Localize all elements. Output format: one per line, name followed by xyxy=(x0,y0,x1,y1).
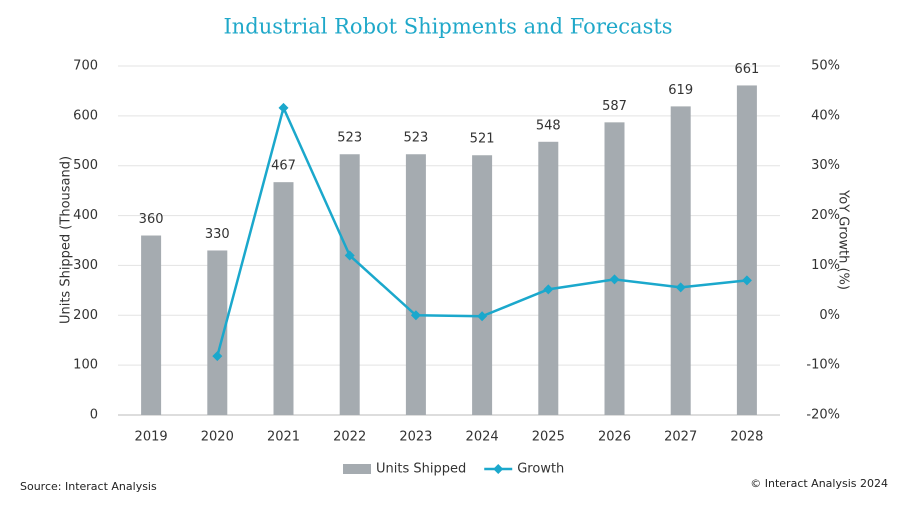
y-tick-label: 200 xyxy=(73,308,98,323)
bar xyxy=(141,235,162,415)
x-tick-label: 2028 xyxy=(730,430,763,445)
x-tick-label: 2020 xyxy=(201,430,234,445)
y-tick-label: 100 xyxy=(73,358,98,373)
bar xyxy=(670,106,691,416)
data-label: 521 xyxy=(470,132,495,147)
bar xyxy=(472,155,493,415)
bar xyxy=(339,154,360,416)
data-label: 619 xyxy=(668,83,693,98)
marker xyxy=(741,275,752,286)
legend-label: Growth xyxy=(517,462,564,477)
x-tick-label: 2026 xyxy=(598,430,631,445)
marker xyxy=(410,310,421,321)
x-tick-label: 2023 xyxy=(399,430,432,445)
y2-tick-label: 10% xyxy=(811,258,840,273)
data-label: 587 xyxy=(602,99,627,114)
y2-tick-label: -10% xyxy=(806,358,840,373)
marker xyxy=(543,284,554,295)
marker xyxy=(609,274,620,285)
data-label: 661 xyxy=(734,62,759,77)
y2-tick-label: -20% xyxy=(806,408,840,423)
marker xyxy=(675,282,686,293)
data-label: 360 xyxy=(139,212,164,227)
y2-tick-label: 0% xyxy=(819,308,840,323)
marker xyxy=(212,351,223,362)
data-label: 330 xyxy=(205,227,230,242)
data-label: 523 xyxy=(337,131,362,146)
x-tick-label: 2027 xyxy=(664,430,697,445)
bar xyxy=(736,85,757,416)
bar xyxy=(273,182,294,415)
x-tick-label: 2025 xyxy=(532,430,565,445)
y-tick-label: 600 xyxy=(73,108,98,123)
y2-axis-label: YoY Growth (%) xyxy=(836,189,851,290)
x-tick-label: 2022 xyxy=(333,430,366,445)
data-label: 548 xyxy=(536,118,561,133)
copyright: © Interact Analysis 2024 xyxy=(750,477,888,490)
x-tick-label: 2019 xyxy=(135,430,168,445)
x-tick-label: 2021 xyxy=(267,430,300,445)
y2-tick-label: 50% xyxy=(811,59,840,74)
y-tick-label: 300 xyxy=(73,258,98,273)
data-label: 467 xyxy=(271,159,296,174)
y-tick-label: 0 xyxy=(90,408,98,423)
x-tick-label: 2024 xyxy=(466,430,499,445)
marker xyxy=(344,250,355,261)
y-tick-label: 500 xyxy=(73,158,98,173)
marker xyxy=(278,102,289,113)
legend-label: Units Shipped xyxy=(376,462,466,477)
y-tick-label: 700 xyxy=(73,59,98,74)
source: Source: Interact Analysis xyxy=(20,480,157,493)
bar xyxy=(207,250,228,415)
y2-tick-label: 20% xyxy=(811,208,840,223)
y2-tick-label: 40% xyxy=(811,108,840,123)
chart-title: Industrial Robot Shipments and Forecasts xyxy=(223,15,672,39)
y-axis-label: Units Shipped (Thousand) xyxy=(59,156,74,324)
bar xyxy=(405,154,426,416)
y2-tick-label: 30% xyxy=(811,158,840,173)
marker xyxy=(477,311,488,322)
bar xyxy=(538,141,559,416)
data-label: 523 xyxy=(403,131,428,146)
bar xyxy=(604,122,625,416)
y-tick-label: 400 xyxy=(73,208,98,223)
legend-swatch xyxy=(493,464,504,474)
legend-swatch xyxy=(343,464,371,474)
